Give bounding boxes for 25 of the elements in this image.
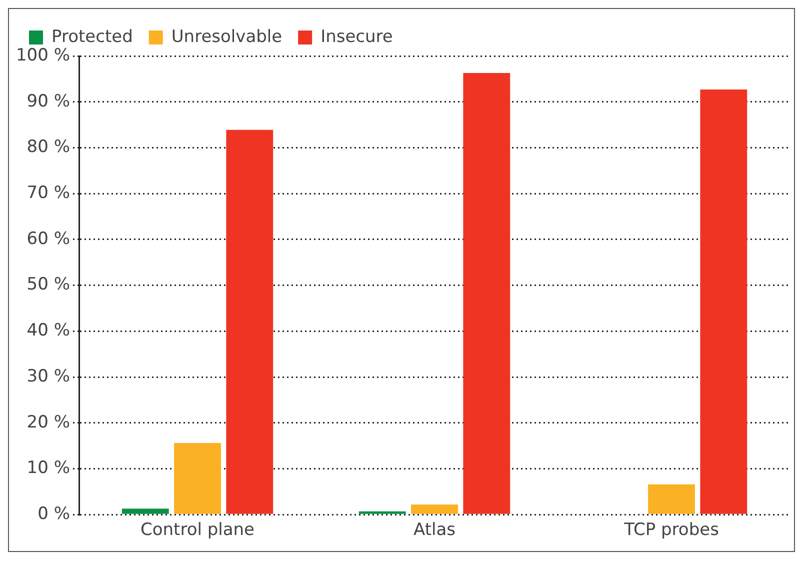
bar bbox=[122, 508, 169, 514]
bar bbox=[174, 443, 221, 514]
legend-label: Insecure bbox=[320, 26, 393, 47]
y-tick-label: 0 % bbox=[38, 504, 70, 524]
y-tick-label: 10 % bbox=[26, 458, 70, 478]
y-tick-label: 50 % bbox=[26, 274, 70, 295]
x-tick-label: TCP probes bbox=[623, 520, 720, 540]
y-tick-label: 30 % bbox=[26, 366, 70, 386]
x-tick-label: Control plane bbox=[140, 520, 255, 540]
y-tick-label: 90 % bbox=[26, 91, 70, 112]
bar bbox=[463, 72, 510, 514]
bar bbox=[358, 511, 406, 514]
bar bbox=[411, 504, 458, 514]
y-tick-label: 70 % bbox=[26, 183, 70, 203]
legend-label: Unresolvable bbox=[171, 26, 282, 47]
legend-label: Protected bbox=[52, 26, 133, 47]
y-tick-label: 100 % bbox=[16, 45, 70, 66]
y-tick-label: 40 % bbox=[26, 320, 70, 341]
y-tick-label: 80 % bbox=[26, 137, 70, 158]
bar bbox=[226, 130, 274, 514]
y-tick-label: 20 % bbox=[26, 412, 70, 432]
y-tick-label: 60 % bbox=[26, 228, 70, 249]
bar bbox=[648, 484, 695, 514]
x-tick-label: Atlas bbox=[414, 520, 456, 540]
bar bbox=[700, 89, 748, 514]
